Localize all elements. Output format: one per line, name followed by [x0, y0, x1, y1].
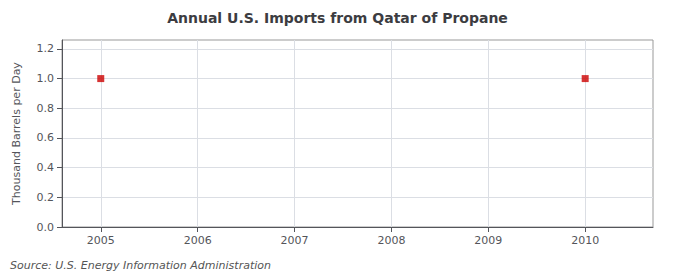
svg-text:2010: 2010 [571, 234, 599, 247]
svg-text:0.2: 0.2 [37, 191, 55, 204]
svg-text:Thousand Barrels per Day: Thousand Barrels per Day [10, 62, 23, 206]
svg-text:Source: U.S. Energy Informatio: Source: U.S. Energy Information Administ… [10, 259, 271, 272]
svg-text:0.0: 0.0 [37, 221, 55, 234]
svg-text:0.6: 0.6 [37, 131, 55, 144]
svg-text:0.4: 0.4 [37, 161, 55, 174]
svg-text:2009: 2009 [474, 234, 502, 247]
svg-text:Annual U.S. Imports from Qatar: Annual U.S. Imports from Qatar of Propan… [167, 10, 508, 26]
svg-text:2005: 2005 [87, 234, 115, 247]
svg-text:2008: 2008 [377, 234, 405, 247]
svg-text:0.8: 0.8 [37, 102, 55, 115]
svg-text:2007: 2007 [281, 234, 309, 247]
svg-text:1.2: 1.2 [37, 42, 55, 55]
svg-text:2006: 2006 [184, 234, 212, 247]
svg-text:1.0: 1.0 [37, 72, 55, 85]
